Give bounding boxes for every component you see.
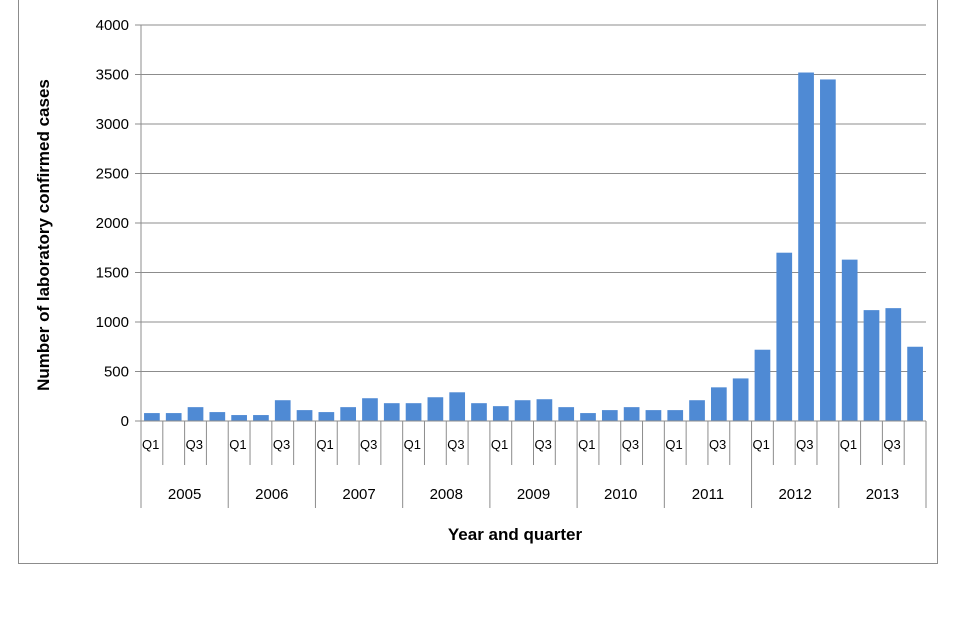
year-tick-label: 2008	[430, 486, 463, 503]
y-tick-label: 3500	[96, 67, 129, 84]
bar	[383, 403, 400, 421]
quarter-tick-label: Q3	[796, 437, 813, 452]
quarter-tick-label: Q3	[186, 437, 203, 452]
y-tick-label: 4000	[96, 17, 129, 34]
bars	[144, 72, 923, 422]
bar	[318, 412, 335, 421]
x-tick-labels: Q1 Q3 Q1 Q3 Q1 Q3 Q1 Q3 Q1 Q3 Q1 Q3 Q1 Q3 Q1 Q3 Q1 Q3 2005…	[142, 437, 901, 503]
quarter-tick-label: Q1	[753, 437, 770, 452]
quarter-tick-label: Q1	[840, 437, 857, 452]
bar	[144, 413, 160, 421]
bar	[754, 349, 771, 421]
bar	[471, 403, 487, 421]
bar	[253, 415, 269, 421]
quarter-tick-label: Q1	[578, 437, 595, 452]
quarter-tick-label: Q1	[491, 437, 508, 452]
quarter-tick-label: Q1	[142, 437, 159, 452]
y-tick-label: 1500	[96, 265, 129, 282]
year-tick-label: 2012	[778, 486, 811, 503]
year-tick-label: 2005	[168, 486, 201, 503]
bar	[405, 403, 422, 421]
y-tick-label: 2500	[96, 166, 129, 183]
quarter-tick-label: Q3	[709, 437, 726, 452]
bar	[667, 410, 684, 421]
quarter-tick-label: Q3	[273, 437, 290, 452]
bar	[296, 410, 313, 421]
bar	[689, 400, 705, 421]
y-tick-label: 500	[104, 364, 129, 381]
bar	[863, 310, 880, 421]
bar	[710, 387, 727, 421]
bar	[514, 400, 531, 421]
year-tick-label: 2009	[517, 486, 550, 503]
bar	[231, 415, 247, 421]
bar	[798, 72, 814, 422]
quarter-tick-label: Q3	[447, 437, 464, 452]
bar	[187, 407, 204, 421]
quarter-tick-label: Q1	[665, 437, 682, 452]
quarter-tick-label: Q1	[316, 437, 333, 452]
bar	[340, 407, 357, 421]
bar	[732, 378, 749, 421]
y-tick-label: 1000	[96, 314, 129, 331]
bar	[885, 308, 902, 421]
bar	[165, 413, 182, 421]
bar	[776, 252, 793, 421]
bar	[362, 398, 378, 421]
bar	[820, 79, 836, 421]
bar	[274, 400, 291, 421]
year-tick-label: 2007	[342, 486, 375, 503]
year-tick-label: 2011	[692, 486, 724, 503]
bar	[449, 392, 466, 421]
y-tick-label: 2000	[96, 215, 129, 232]
bar	[645, 410, 662, 421]
quarter-tick-label: Q3	[622, 437, 639, 452]
chart-frame: 0 500 1000 1500 2000 2500 3000 3500 4000 Q1 Q3 Q1 Q…	[18, 0, 938, 564]
quarter-tick-label: Q1	[404, 437, 421, 452]
quarter-tick-label: Q3	[883, 437, 900, 452]
x-axis-title: Year and quarter	[448, 525, 583, 544]
bar	[427, 397, 444, 421]
y-axis-title: Number of laboratory confirmed cases	[34, 79, 53, 391]
bar	[536, 399, 553, 421]
bar	[623, 407, 640, 421]
year-tick-label: 2006	[255, 486, 288, 503]
y-tick-labels: 0 500 1000 1500 2000 2500 3000 3500 4000	[96, 17, 129, 430]
bar	[601, 410, 618, 421]
quarter-tick-label: Q3	[535, 437, 552, 452]
axes	[135, 24, 927, 508]
bar	[580, 413, 596, 421]
bar	[841, 259, 858, 421]
bar	[492, 406, 509, 421]
quarter-tick-label: Q3	[360, 437, 377, 452]
gridlines	[141, 24, 926, 372]
bar	[558, 407, 575, 421]
year-tick-label: 2013	[866, 486, 899, 503]
quarter-tick-label: Q1	[229, 437, 246, 452]
y-tick-label: 3000	[96, 116, 129, 133]
bar	[209, 412, 226, 421]
bar	[907, 346, 923, 421]
year-tick-label: 2010	[604, 486, 637, 503]
y-tick-label: 0	[121, 413, 129, 430]
